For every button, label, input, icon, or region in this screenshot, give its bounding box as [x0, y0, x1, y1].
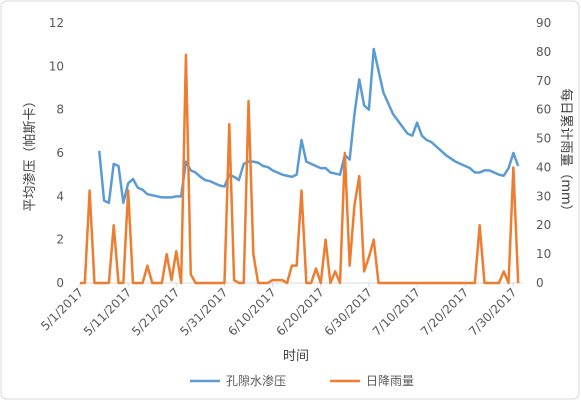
y-tick-label: 6	[56, 146, 64, 160]
y2-tick-label: 70	[536, 74, 551, 88]
y-tick-label: 0	[56, 276, 64, 290]
y2-tick-label: 0	[536, 276, 544, 290]
y-tick-label: 12	[49, 16, 64, 30]
y-tick-label: 4	[56, 189, 64, 203]
y2-tick-label: 40	[536, 160, 551, 174]
y2-tick-label: 30	[536, 189, 551, 203]
y2-tick-label: 20	[536, 218, 551, 232]
x-axis-title: 时间	[283, 349, 309, 364]
y2-tick-label: 80	[536, 45, 551, 59]
y-tick-label: 10	[49, 59, 64, 73]
series-line	[80, 53, 520, 285]
legend-label: 孔隙水渗压	[226, 373, 286, 388]
y-axis-title: 平均渗压（帕斯卡）	[23, 94, 38, 211]
y-tick-label: 8	[56, 103, 64, 117]
y2-tick-label: 60	[536, 103, 551, 117]
y2-tick-label: 10	[536, 247, 551, 261]
legend-label: 日降雨量	[366, 374, 414, 388]
y-tick-label: 2	[56, 233, 64, 247]
series-line	[98, 47, 520, 205]
y2-tick-label: 50	[536, 132, 551, 146]
y2-axis-title: 每日累计雨量（mm）	[558, 88, 574, 217]
y2-tick-label: 90	[536, 16, 551, 30]
